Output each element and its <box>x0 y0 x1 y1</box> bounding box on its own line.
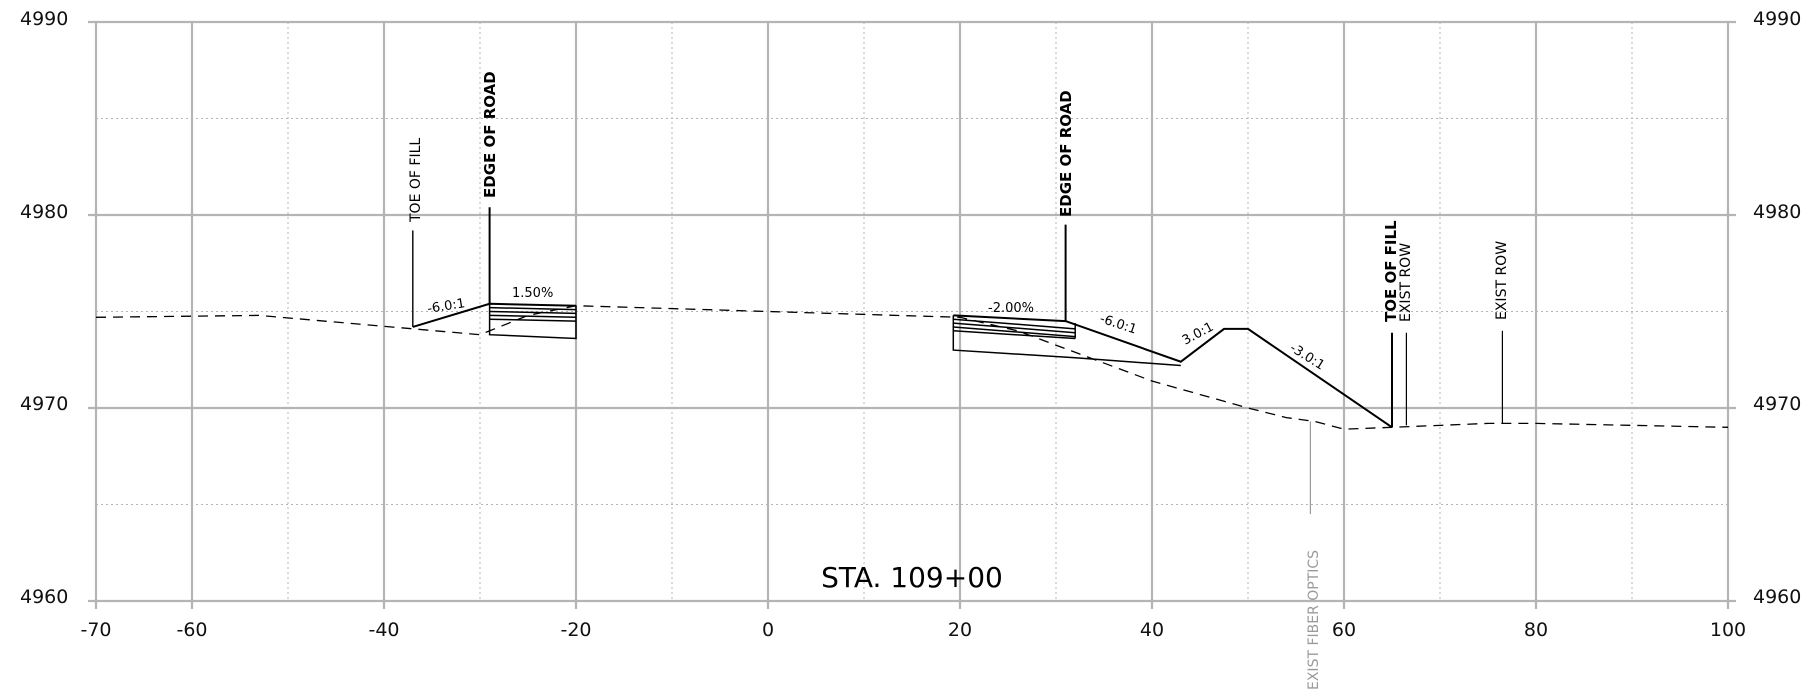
exist-row-label-1: EXIST ROW <box>1398 243 1414 322</box>
left-pavement-layer <box>489 310 577 315</box>
x-tick-label: -70 <box>80 619 111 641</box>
x-tick-label: 0 <box>762 619 774 641</box>
edge-of-road-label-right: EDGE OF ROAD <box>1057 90 1075 217</box>
toe-of-fill-label-left: TOE OF FILL <box>408 138 424 223</box>
left-pavement-layer <box>489 318 577 322</box>
x-axis-tick-labels: -70 -60 -40 -20 0 20 40 60 80 100 <box>80 619 1746 641</box>
proposed-right-fill <box>953 314 1393 429</box>
elevation-label-right: 4990 <box>1753 8 1801 30</box>
left-pavement-layer <box>489 306 577 311</box>
x-tick-label: -40 <box>368 619 399 641</box>
elevation-label-right: 4970 <box>1753 393 1801 415</box>
toe-of-fill-label-right: TOE OF FILL <box>1382 220 1400 322</box>
x-tick-label: 60 <box>1332 619 1356 641</box>
x-tick-label: 100 <box>1710 619 1746 641</box>
left-pavement-layer <box>489 314 577 319</box>
x-tick-label: 80 <box>1524 619 1548 641</box>
x-tick-label: 40 <box>1140 619 1164 641</box>
elevation-label-left: 4980 <box>20 201 68 223</box>
right-pavement-layer <box>953 318 1076 330</box>
right-pavement-layer <box>953 330 1076 340</box>
slope-label: 1.50% <box>512 286 553 301</box>
major-grid <box>88 20 1736 609</box>
elevation-label-left: 4960 <box>20 586 68 608</box>
edge-of-road-label-left: EDGE OF ROAD <box>481 71 499 198</box>
station-title: STA. 109+00 <box>821 561 1003 594</box>
slope-label: -6.0:1 <box>426 296 466 317</box>
elevation-label-right: 4960 <box>1753 586 1801 608</box>
right-pavement-section <box>952 315 1181 367</box>
x-tick-label: -20 <box>560 619 591 641</box>
right-pavement-layer <box>953 322 1076 334</box>
minor-grid <box>95 22 1728 601</box>
elevation-label-left: 4990 <box>20 8 68 30</box>
section-geometry <box>95 207 1729 515</box>
elevation-label-left: 4970 <box>20 393 68 415</box>
x-tick-label: 20 <box>948 619 972 641</box>
elevation-label-right: 4980 <box>1753 201 1801 223</box>
x-tick-label: -60 <box>176 619 207 641</box>
exist-row-label-2: EXIST ROW <box>1494 241 1510 320</box>
existing-ground-line <box>95 305 1729 430</box>
elevation-labels: 4990 4980 4970 4960 4990 4980 4970 4960 <box>20 8 1801 608</box>
exist-fiber-optics-label: EXIST FIBER OPTICS <box>1306 550 1322 690</box>
slope-annotations: -6.0:1 1.50% -2.00% -6.0:1 3.0:1 -3.0:1 <box>426 286 1327 374</box>
right-pavement-layer <box>953 326 1076 338</box>
slope-label: -2.00% <box>988 301 1034 316</box>
slope-label: 3.0:1 <box>1180 320 1216 349</box>
feature-labels: TOE OF FILL EDGE OF ROAD EDGE OF ROAD TO… <box>408 71 1510 690</box>
